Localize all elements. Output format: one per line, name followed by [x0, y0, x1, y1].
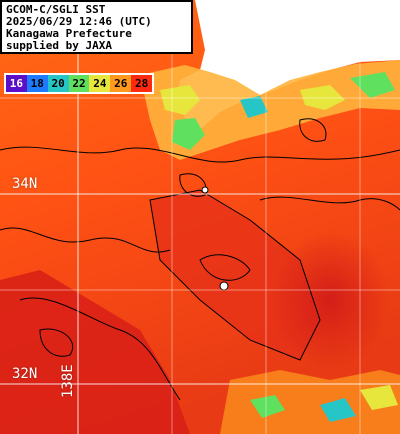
legend-swatch-22: 22	[68, 75, 90, 92]
latitude-label-32n: 32N	[12, 366, 38, 382]
legend-swatch-16: 16	[6, 75, 27, 92]
legend-swatch-28: 28	[131, 75, 153, 92]
product-name: GCOM-C/SGLI SST	[6, 3, 106, 16]
legend-swatch-24: 24	[89, 75, 111, 92]
legend-swatch-26: 26	[110, 75, 132, 92]
isotherm-contours	[0, 118, 400, 401]
observation-datetime: 2025/06/29 12:46 (UTC)	[6, 15, 152, 28]
latitude-label-34n: 34N	[12, 176, 38, 192]
island	[219, 281, 229, 291]
longitude-label-138e: 138E	[60, 364, 76, 398]
warm-zone-southwest	[0, 270, 190, 434]
product-info-box: GCOM-C/SGLI SST 2025/06/29 12:46 (UTC) K…	[0, 0, 193, 54]
legend-swatch-18: 18	[26, 75, 48, 92]
warm-spot-east	[270, 230, 390, 370]
island	[201, 186, 209, 194]
publisher: Kanagawa Prefecture	[6, 27, 132, 40]
legend-swatch-20: 20	[47, 75, 69, 92]
data-source: supplied by JAXA	[6, 39, 112, 52]
sst-color-legend: 16 18 20 22 24 26 28	[4, 73, 154, 94]
